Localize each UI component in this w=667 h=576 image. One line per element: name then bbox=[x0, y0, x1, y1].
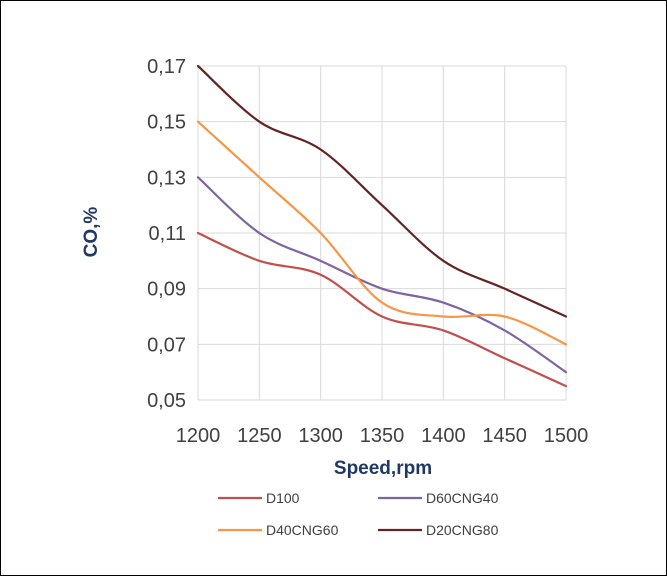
y-tick-label: 0,11 bbox=[149, 223, 186, 245]
series-line-d60cng40 bbox=[196, 176, 568, 374]
y-axis-label: CO,% bbox=[81, 207, 102, 258]
series-line-d20cng80 bbox=[196, 64, 568, 318]
x-tick-label: 1350 bbox=[360, 425, 405, 447]
x-tick-label: 1450 bbox=[482, 425, 527, 447]
x-axis-label: Speed,rpm bbox=[334, 458, 432, 479]
y-tick-labels: 0,05 0,07 0,09 0,11 0,13 0,15 0,17 bbox=[147, 56, 186, 412]
y-tick-label: 0,13 bbox=[147, 167, 186, 189]
legend-label: D60CNG40 bbox=[426, 490, 499, 506]
x-tick-labels: 1200 1250 1300 1350 1400 1450 1500 bbox=[176, 425, 589, 447]
y-tick-label: 0,17 bbox=[147, 56, 186, 78]
legend: D100 D60CNG40 D40CNG60 D20CNG80 bbox=[218, 490, 499, 538]
series-lines bbox=[196, 64, 568, 388]
x-tick-label: 1250 bbox=[237, 425, 282, 447]
legend-label: D100 bbox=[266, 490, 300, 506]
series-line-d100 bbox=[196, 231, 568, 388]
legend-label: D40CNG60 bbox=[266, 522, 339, 538]
legend-label: D20CNG80 bbox=[426, 522, 499, 538]
x-tick-label: 1400 bbox=[421, 425, 466, 447]
y-tick-label: 0,05 bbox=[147, 390, 186, 412]
y-tick-label: 0,15 bbox=[147, 112, 186, 134]
y-tick-label: 0,07 bbox=[147, 334, 186, 356]
x-tick-label: 1500 bbox=[544, 425, 589, 447]
y-tick-label: 0,09 bbox=[147, 279, 186, 301]
x-tick-label: 1200 bbox=[176, 425, 221, 447]
x-tick-label: 1300 bbox=[298, 425, 343, 447]
series-line-d40cng60 bbox=[196, 120, 568, 346]
